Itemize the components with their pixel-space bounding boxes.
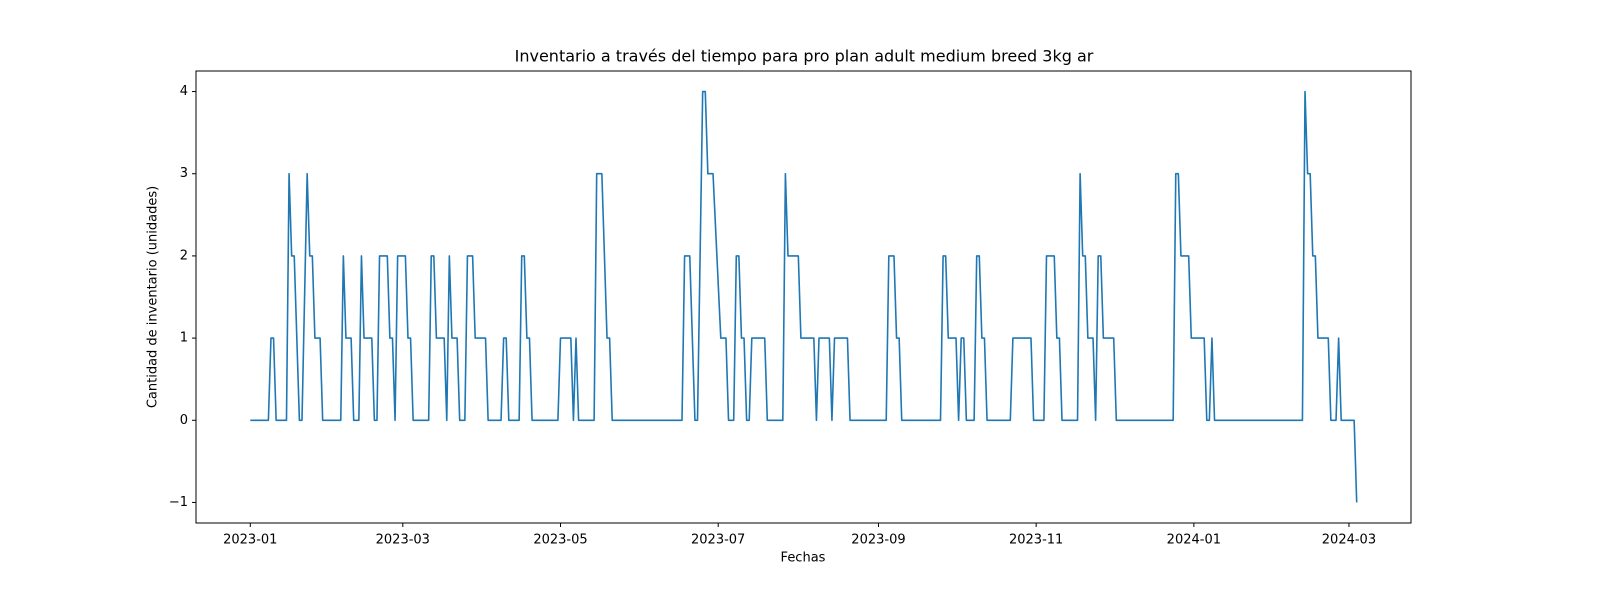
y-tick-label: 4 [180, 84, 188, 99]
series-line [250, 90, 1358, 503]
y-tick-label: 2 [180, 248, 188, 263]
x-tick-label: 2024-03 [1322, 533, 1376, 548]
x-tick-label: 2023-01 [223, 533, 277, 548]
x-tick-label: 2023-11 [1009, 533, 1063, 548]
y-tick-label: 3 [180, 166, 188, 181]
x-tick-label: 2024-01 [1167, 533, 1221, 548]
plot-frame [195, 70, 1412, 524]
y-axis-label: Cantidad de inventario (unidades) [146, 186, 161, 408]
x-axis-label: Fechas [781, 551, 826, 566]
x-tick-label: 2023-05 [533, 533, 587, 548]
y-tick-label: 0 [180, 413, 188, 428]
y-tick-label: 1 [180, 331, 188, 346]
chart-title: Inventario a través del tiempo para pro … [515, 47, 1094, 66]
x-tick-label: 2023-09 [851, 533, 905, 548]
x-tick-label: 2023-07 [691, 533, 745, 548]
y-tick-label: −1 [169, 495, 188, 510]
x-tick-label: 2023-03 [376, 533, 430, 548]
